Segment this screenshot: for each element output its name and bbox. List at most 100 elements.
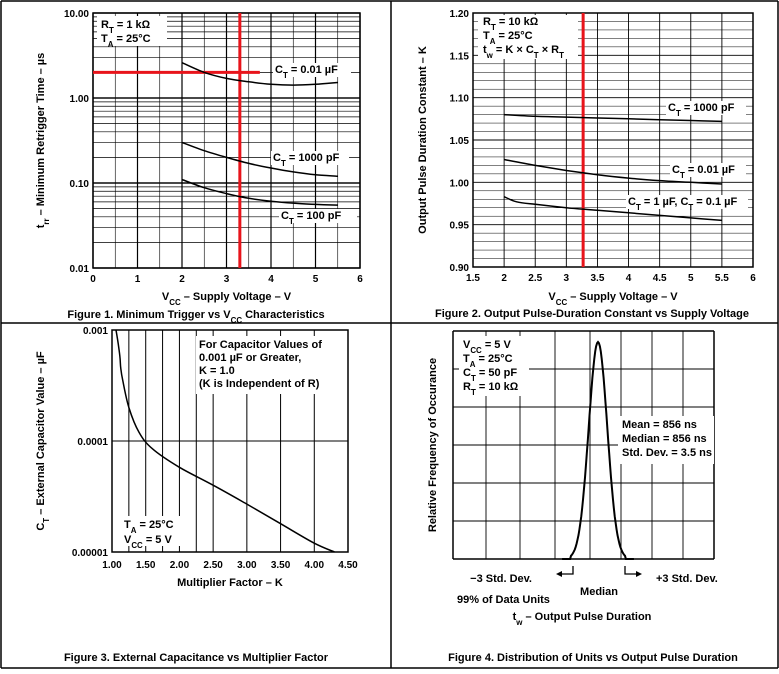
subscript: T — [471, 388, 476, 397]
x-tick-label: 4.50 — [338, 560, 358, 571]
x-tick-label: 2 — [179, 274, 185, 285]
subscript: w — [486, 51, 494, 60]
subscript: CC — [131, 541, 143, 550]
x-tick-label: 1.50 — [136, 560, 156, 571]
series-curve — [115, 329, 335, 553]
text-part: = 1 kΩ — [114, 19, 151, 31]
text-part: C — [628, 196, 636, 208]
text-part: T — [101, 33, 108, 45]
conditions-bg — [459, 336, 529, 396]
y-tick-label: 0.10 — [70, 179, 90, 190]
text-part: = 25°C — [475, 353, 512, 365]
y-tick-label: 1.20 — [450, 9, 470, 20]
x-tick-label: 1.00 — [102, 560, 122, 571]
text-part: = 0.1 µF — [693, 196, 737, 208]
text-part: = 25°C — [113, 33, 150, 45]
subscript: A — [131, 526, 137, 535]
note-line: 0.001 µF or Greater, — [199, 352, 301, 364]
x-tick-label: 1.5 — [466, 273, 480, 284]
ninety-nine-percent-label: 99% of Data Units — [457, 594, 550, 606]
text-part: × R — [539, 44, 560, 56]
plus-3sd-label: +3 Std. Dev. — [656, 573, 718, 585]
stat-line: Std. Dev. = 3.5 ns — [622, 447, 712, 459]
x-axis-label: VCC – Supply Voltage – V — [162, 291, 292, 307]
condition-label: CT = 50 pF — [463, 367, 517, 383]
text-part: T — [463, 353, 470, 365]
y-tick-label: 1.10 — [450, 94, 470, 105]
x-tick-label: 4 — [268, 274, 274, 285]
text-part: – Output Pulse Duration — [522, 611, 651, 623]
figure-caption: Figure 2. Output Pulse-Duration Constant… — [435, 308, 749, 320]
x-tick-label: 5 — [313, 274, 319, 285]
plus-3sd-arrow — [624, 566, 640, 575]
y-tick-label: 0.0001 — [77, 437, 108, 448]
subscript: T — [109, 26, 114, 35]
text-part: = 100 pF — [294, 210, 342, 222]
y-tick-label: 0.95 — [450, 221, 470, 232]
subscript: T — [676, 109, 681, 118]
plus-3sd-arrowhead — [636, 571, 642, 577]
series-label-bg — [626, 195, 748, 209]
stat-line: Mean = 856 ns — [622, 419, 697, 431]
figure-caption: Figure 4. Distribution of Units vs Outpu… — [448, 652, 738, 664]
x-tick-label: 4 — [626, 273, 632, 284]
subscript: T — [636, 203, 641, 212]
x-tick-label: 5 — [688, 273, 694, 284]
subscript: CC — [556, 298, 568, 307]
subscript: w — [515, 618, 523, 627]
text-part: C — [35, 523, 47, 531]
condition-label: RT = 10 kΩ — [483, 16, 539, 32]
y-tick-label: 0.00001 — [72, 548, 109, 559]
note-line: (K is Independent of R) — [199, 378, 320, 390]
text-part: = 1 µF, C — [641, 196, 689, 208]
stat-line: Median = 856 ns — [622, 433, 707, 445]
x-tick-label: 3.00 — [237, 560, 257, 571]
subscript: CC — [231, 316, 243, 325]
x-tick-label: 6 — [357, 274, 363, 285]
condition-label: VCC = 5 V — [124, 534, 172, 550]
series-label-bg — [670, 163, 746, 177]
text-part: = K × C — [493, 44, 534, 56]
text-part: = 25°C — [495, 30, 532, 42]
y-tick-label: 10.00 — [64, 9, 89, 20]
figure-2-pulse-duration-constant: 1.5 2 2.5 3 3.5 4 4.5 5 5.5 6 1.20 1.15 1.10 1.05 1.00… — [417, 9, 756, 320]
plot-frame — [111, 329, 349, 553]
condition-label: TA = 25°C — [463, 353, 513, 369]
condition-label: RT = 1 kΩ — [101, 19, 151, 35]
series-label: CT = 0.01 µF — [275, 64, 338, 80]
condition-label: TA = 25°C — [483, 30, 533, 46]
subscript: T — [281, 159, 286, 168]
subscript: A — [470, 360, 476, 369]
y-axis-label: Output Pulse Duration Constant – K — [417, 46, 429, 234]
subscript: CC — [169, 298, 181, 307]
x-tick-label: 5.5 — [715, 273, 729, 284]
text-part: V — [463, 339, 471, 351]
x-tick-label: 6 — [750, 273, 756, 284]
x-tick-label: 0 — [90, 274, 96, 285]
x-tick-label: 1 — [135, 274, 141, 285]
subscript: T — [534, 51, 539, 60]
text-part: T — [124, 519, 131, 531]
text-part: V — [162, 291, 170, 303]
text-part: = 5 V — [482, 339, 512, 351]
y-tick-label: 0.001 — [83, 326, 108, 337]
text-part: Characteristics — [242, 309, 325, 321]
series-curve — [504, 113, 722, 123]
condition-label: RT = 10 kΩ — [463, 381, 519, 397]
series-label-bg — [273, 63, 351, 77]
y-tick-label: 1.00 — [450, 178, 470, 189]
text-part: T — [483, 30, 490, 42]
x-tick-label: 3.5 — [590, 273, 604, 284]
subscript: T — [559, 51, 564, 60]
text-part: = 5 V — [143, 534, 173, 546]
conditions-bg — [478, 15, 578, 59]
subscript: T — [688, 203, 693, 212]
series-label-bg — [666, 101, 746, 115]
text-part: C — [672, 164, 680, 176]
figure-3-external-capacitance: 1.00 1.50 2.00 2.50 3.00 3.50 4.00 4.50 0.001 0.0… — [35, 326, 358, 664]
subscript: A — [490, 37, 496, 46]
subscript: T — [289, 217, 294, 226]
y-tick-label: 1.15 — [450, 51, 470, 62]
